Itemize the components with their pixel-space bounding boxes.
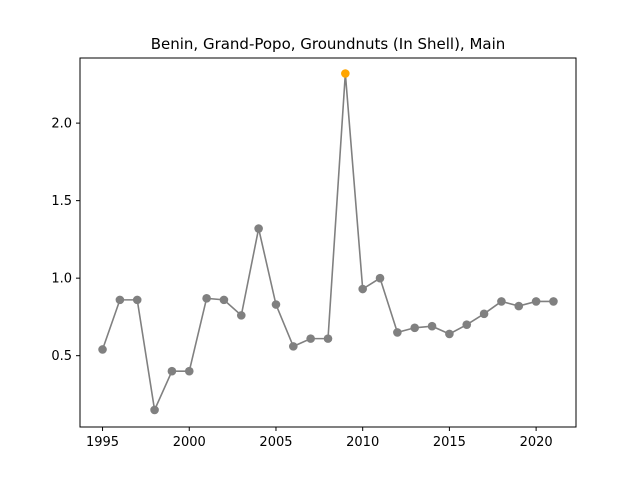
data-point-1997 (132, 295, 142, 305)
x-tick-label-2010: 2010 (346, 435, 379, 450)
data-point-2013 (410, 323, 420, 333)
data-point-2006 (289, 342, 298, 351)
data-point-2011 (375, 273, 385, 283)
data-point-1998 (150, 405, 159, 415)
y-tick-label-2: 1.5 (51, 194, 72, 209)
data-point-2021 (549, 297, 558, 306)
data-point-2017 (479, 309, 489, 319)
data-point-2000 (184, 366, 194, 376)
data-point-2005 (271, 300, 281, 309)
data-point-2016 (462, 320, 472, 329)
data-point-2001 (202, 294, 211, 303)
data-point-2008 (323, 334, 333, 343)
x-tick-label-2005: 2005 (259, 435, 292, 450)
y-axis: 0.5 1.0 1.5 2.0 (51, 117, 80, 364)
y-tick-label-3: 2.0 (51, 117, 72, 132)
series-layer (98, 69, 558, 415)
data-point-2002 (219, 295, 229, 305)
data-point-2018 (497, 297, 506, 306)
data-point-2020 (531, 297, 541, 306)
data-point-2007 (306, 334, 315, 343)
data-point-2003 (236, 311, 246, 320)
data-point-2012 (393, 328, 402, 337)
data-point-2010 (358, 284, 367, 294)
x-tick-label-2000: 2000 (173, 435, 206, 450)
series-line-0 (101, 73, 554, 413)
x-tick-label-1995: 1995 (86, 435, 119, 450)
x-axis: 1995 2000 2005 2010 2015 2020 (86, 427, 553, 450)
data-point-2014 (427, 321, 437, 331)
data-point-2019 (514, 301, 524, 311)
x-tick-label-2015: 2015 (433, 435, 466, 450)
y-tick-label-0: 0.5 (51, 349, 72, 364)
y-tick-label-1: 1.0 (51, 272, 72, 287)
data-point-1995 (98, 345, 107, 354)
data-point-1999 (167, 366, 177, 376)
highlight-point-2009 (341, 69, 350, 78)
chart-title: Benin, Grand-Popo, Groundnuts (In Shell)… (151, 35, 506, 53)
data-point-1996 (115, 295, 125, 305)
x-tick-label-2020: 2020 (520, 435, 553, 450)
plot-area (79, 57, 577, 428)
data-point-2004 (254, 224, 263, 233)
data-point-2015 (445, 329, 454, 339)
